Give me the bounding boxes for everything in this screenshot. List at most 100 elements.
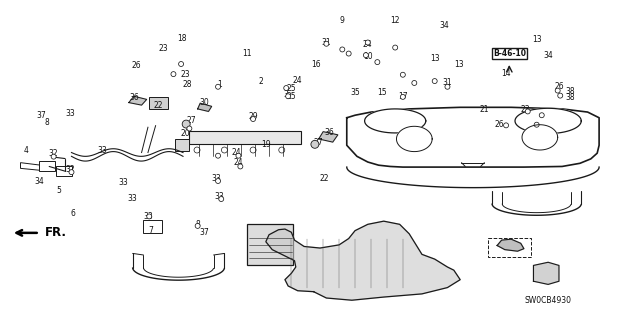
- Text: 28: 28: [525, 120, 535, 129]
- Text: 5: 5: [56, 186, 61, 195]
- Text: 37: 37: [36, 111, 46, 120]
- Text: 33: 33: [65, 109, 75, 118]
- Circle shape: [557, 93, 563, 98]
- Circle shape: [51, 154, 56, 159]
- Circle shape: [365, 40, 371, 45]
- Circle shape: [311, 140, 319, 148]
- Text: 26: 26: [495, 120, 504, 129]
- Text: 28: 28: [182, 80, 192, 89]
- Text: 13: 13: [454, 60, 464, 69]
- Circle shape: [147, 214, 152, 219]
- Text: 15: 15: [378, 88, 387, 97]
- Text: 25: 25: [287, 92, 296, 101]
- Circle shape: [285, 94, 291, 99]
- Circle shape: [375, 60, 380, 64]
- Text: 8: 8: [195, 220, 200, 229]
- Text: 23: 23: [535, 110, 545, 119]
- Text: 19: 19: [261, 140, 271, 149]
- Text: 36: 36: [324, 128, 334, 137]
- Text: 26: 26: [554, 82, 564, 91]
- Text: 33: 33: [214, 192, 224, 201]
- Text: 9: 9: [340, 16, 345, 25]
- Text: 36: 36: [129, 93, 139, 102]
- Text: 25: 25: [287, 84, 296, 93]
- Text: 14: 14: [501, 69, 511, 78]
- Circle shape: [195, 223, 200, 228]
- Text: 33: 33: [143, 212, 153, 221]
- Text: 23: 23: [180, 70, 189, 78]
- Circle shape: [346, 51, 351, 56]
- Circle shape: [525, 109, 530, 114]
- Text: 6: 6: [70, 209, 75, 218]
- Text: 23: 23: [520, 105, 530, 114]
- Circle shape: [432, 78, 437, 84]
- Polygon shape: [347, 107, 599, 167]
- Circle shape: [216, 84, 221, 89]
- Bar: [39, 161, 55, 171]
- Text: 24: 24: [293, 76, 303, 85]
- Text: 34: 34: [440, 21, 449, 30]
- Text: 13: 13: [532, 35, 541, 44]
- Text: 16: 16: [312, 60, 321, 69]
- Polygon shape: [20, 163, 46, 171]
- Text: 17: 17: [398, 93, 408, 101]
- Text: 33: 33: [212, 174, 221, 183]
- Text: 26: 26: [132, 61, 141, 70]
- Circle shape: [250, 147, 256, 153]
- Circle shape: [238, 164, 243, 169]
- Text: 18: 18: [177, 34, 186, 43]
- Polygon shape: [319, 132, 338, 142]
- Text: 8: 8: [45, 118, 50, 127]
- Circle shape: [221, 147, 227, 153]
- Text: 32: 32: [49, 149, 58, 158]
- Circle shape: [216, 153, 221, 158]
- Text: FR.: FR.: [45, 226, 67, 239]
- Text: 34: 34: [543, 51, 553, 60]
- Polygon shape: [515, 108, 581, 134]
- Text: 37: 37: [199, 228, 209, 237]
- Text: 4: 4: [23, 146, 28, 155]
- Text: 20: 20: [180, 129, 189, 138]
- Polygon shape: [534, 262, 559, 285]
- Circle shape: [393, 45, 397, 50]
- Bar: [56, 166, 72, 175]
- Circle shape: [194, 147, 200, 153]
- Text: 27: 27: [186, 116, 196, 125]
- Polygon shape: [129, 96, 147, 105]
- Text: 7: 7: [148, 226, 154, 235]
- Text: 33: 33: [97, 146, 107, 155]
- Text: 11: 11: [242, 49, 252, 58]
- Circle shape: [182, 120, 190, 128]
- Circle shape: [364, 53, 369, 58]
- Circle shape: [219, 197, 224, 202]
- Bar: [175, 139, 189, 151]
- Text: 1: 1: [217, 80, 221, 89]
- Text: 35: 35: [350, 88, 360, 97]
- Text: 21: 21: [479, 105, 489, 114]
- Circle shape: [412, 80, 417, 85]
- Polygon shape: [522, 125, 557, 150]
- Circle shape: [340, 47, 345, 52]
- Circle shape: [284, 85, 289, 91]
- Text: 22: 22: [154, 100, 163, 110]
- Text: 38: 38: [566, 87, 575, 96]
- Circle shape: [401, 94, 405, 99]
- Text: 10: 10: [363, 52, 372, 61]
- Bar: [488, 238, 531, 256]
- Text: 3: 3: [284, 90, 289, 99]
- Text: 27: 27: [314, 137, 324, 147]
- Text: 22: 22: [319, 174, 328, 183]
- Text: 24: 24: [231, 148, 241, 157]
- Text: 38: 38: [566, 93, 575, 102]
- Text: 31: 31: [321, 38, 331, 47]
- Circle shape: [540, 113, 544, 118]
- Text: 2: 2: [259, 77, 263, 85]
- Text: 23: 23: [159, 44, 168, 53]
- Circle shape: [555, 88, 560, 93]
- Circle shape: [179, 62, 184, 66]
- Circle shape: [534, 122, 539, 127]
- Polygon shape: [397, 126, 432, 152]
- Polygon shape: [497, 239, 524, 251]
- Polygon shape: [266, 221, 460, 300]
- Bar: [149, 97, 168, 109]
